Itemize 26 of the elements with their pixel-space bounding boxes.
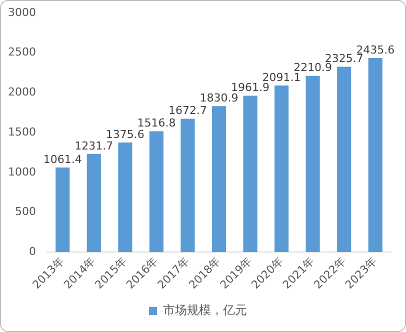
y-tick-label: 1000: [8, 165, 36, 178]
bar: [86, 154, 101, 252]
bar: [56, 168, 70, 252]
y-tick-label: 1500: [8, 125, 36, 138]
data-label: 1961.9: [231, 81, 270, 94]
data-label: 1830.9: [200, 92, 238, 105]
y-tick-label: 3000: [8, 6, 36, 19]
data-label: 1231.7: [74, 139, 114, 152]
y-tick-label: 2500: [8, 46, 36, 59]
bar: [212, 106, 226, 252]
data-label: 1516.8: [137, 116, 176, 130]
bar: [180, 118, 195, 252]
bar: [306, 76, 320, 252]
y-tick-label: 2000: [8, 86, 36, 99]
data-label: 1375.6: [106, 128, 144, 141]
data-label: 1672.7: [168, 104, 207, 118]
bar: [337, 66, 352, 252]
y-tick-label: 0: [28, 244, 36, 258]
y-tick-label: 500: [14, 205, 36, 218]
bar: [118, 142, 132, 252]
legend-label: 市场规模，亿元: [163, 303, 247, 318]
bar: [149, 131, 164, 252]
bar: [243, 96, 258, 252]
bar: [368, 58, 382, 252]
data-label: 1061.4: [43, 152, 82, 166]
bar: [274, 85, 289, 252]
